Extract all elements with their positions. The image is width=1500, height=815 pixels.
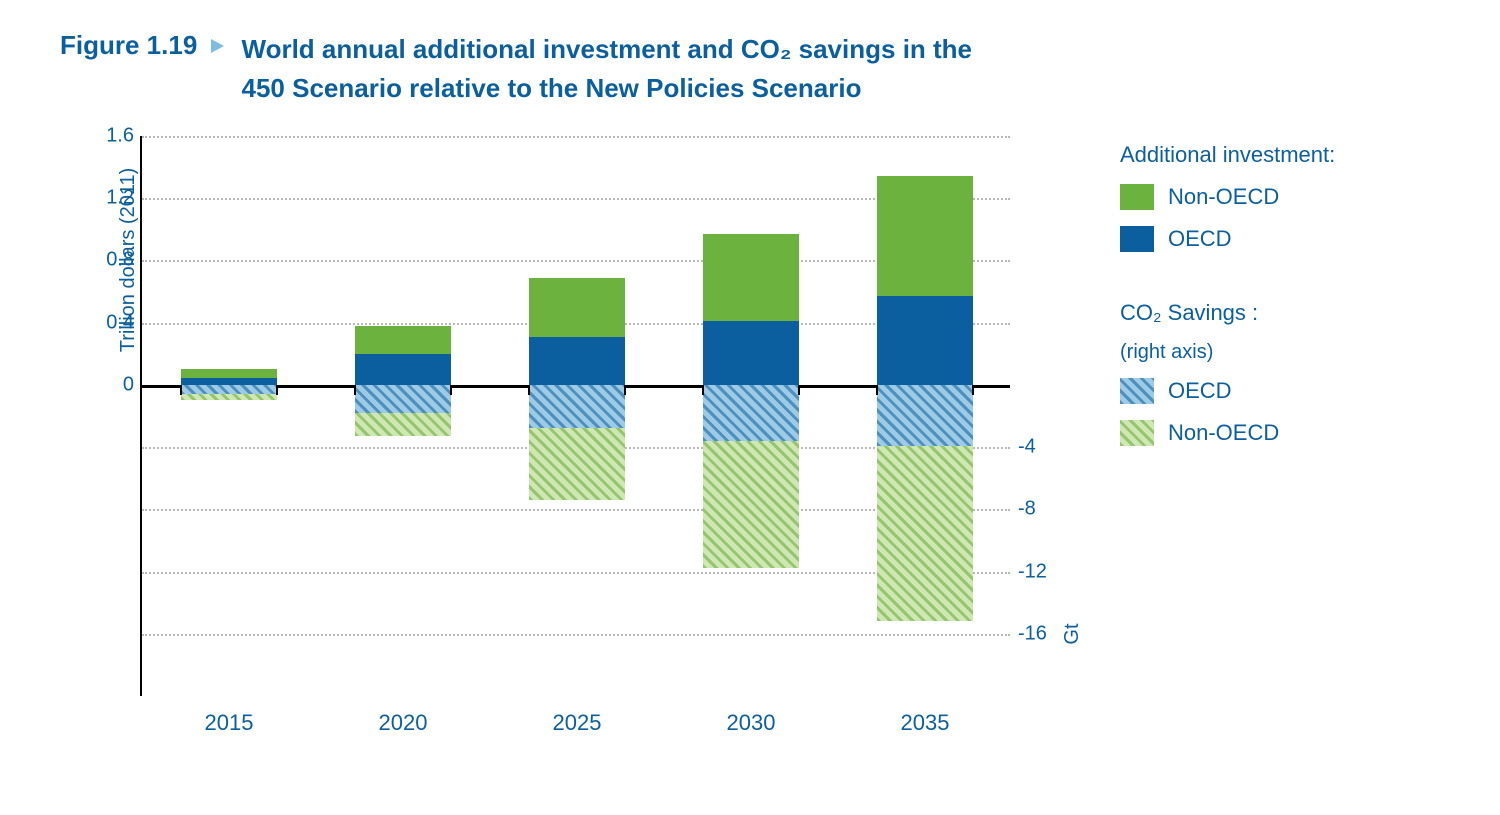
y-axis-right-label: Gt [1061, 623, 1084, 644]
swatch-oecd-hatch-icon [1120, 378, 1154, 404]
y-left-tick-label: 0.4 [106, 311, 134, 334]
bar-oecd-co2 [355, 385, 451, 413]
x-category-label: 2030 [727, 710, 776, 736]
x-tick-mark [876, 385, 878, 395]
x-category-label: 2020 [379, 710, 428, 736]
bar-oecd-co2 [877, 385, 973, 446]
x-tick-mark [276, 385, 278, 395]
bar-non-oecd-investment [355, 326, 451, 354]
bar-oecd-investment [355, 354, 451, 385]
figure-title: World annual additional investment and C… [242, 30, 973, 108]
x-tick-mark [702, 385, 704, 395]
chart: Trillion dollars (2011) 00.40.81.21.6 20… [60, 136, 1440, 696]
bar-non-oecd-co2 [877, 446, 973, 622]
legend-investment-heading: Additional investment: [1120, 140, 1440, 170]
bar-non-oecd-co2 [703, 441, 799, 569]
y-right-tick-label: -4 [1018, 436, 1036, 459]
bar-oecd-co2 [529, 385, 625, 429]
x-tick-mark [450, 385, 452, 395]
x-tick-mark [972, 385, 974, 395]
legend-co2-sub: (right axis) [1120, 341, 1440, 364]
y-axis-left: Trillion dollars (2011) 00.40.81.21.6 [60, 136, 140, 696]
bar-oecd-co2 [181, 385, 277, 394]
bar-oecd-investment [529, 337, 625, 385]
bar-oecd-investment [703, 321, 799, 385]
bar-group [181, 136, 277, 696]
swatch-non-oecd-hatch-icon [1120, 420, 1154, 446]
y-right-tick-label: -8 [1018, 498, 1036, 521]
bar-group [355, 136, 451, 696]
bar-non-oecd-investment [877, 176, 973, 296]
y-left-tick-label: 0 [123, 373, 134, 396]
legend-label: OECD [1168, 378, 1232, 404]
bar-non-oecd-co2 [529, 428, 625, 500]
legend-co2-heading: CO₂ Savings : [1120, 298, 1440, 328]
figure-label-text: Figure 1.19 [60, 30, 197, 60]
x-tick-mark [624, 385, 626, 395]
plot-area: 20152020202520302035 [140, 136, 1010, 696]
x-category-label: 2035 [901, 710, 950, 736]
legend: Additional investment: Non-OECD OECD CO₂… [1090, 136, 1440, 696]
bar-non-oecd-co2 [181, 394, 277, 400]
bar-group [703, 136, 799, 696]
swatch-oecd-solid-icon [1120, 226, 1154, 252]
x-tick-mark [180, 385, 182, 395]
y-right-tick-label: -12 [1018, 560, 1047, 583]
legend-label: OECD [1168, 226, 1232, 252]
legend-label: Non-OECD [1168, 420, 1279, 446]
bar-group [877, 136, 973, 696]
figure-header: Figure 1.19 World annual additional inve… [60, 30, 1440, 108]
legend-item-oecd-investment: OECD [1120, 226, 1440, 252]
bar-non-oecd-investment [529, 278, 625, 337]
y-left-tick-label: 1.2 [106, 187, 134, 210]
x-tick-mark [354, 385, 356, 395]
bar-oecd-investment [181, 378, 277, 385]
bar-oecd-investment [877, 296, 973, 385]
figure-label: Figure 1.19 [60, 30, 230, 61]
y-left-tick-label: 1.6 [106, 125, 134, 148]
swatch-non-oecd-solid-icon [1120, 184, 1154, 210]
bar-oecd-co2 [703, 385, 799, 441]
y-right-tick-label: -16 [1018, 622, 1047, 645]
legend-label: Non-OECD [1168, 184, 1279, 210]
y-axis-right: -4 -8 -12 -16 Gt [1010, 136, 1090, 696]
x-category-label: 2025 [553, 710, 602, 736]
y-left-tick-label: 0.8 [106, 249, 134, 272]
bar-non-oecd-co2 [355, 413, 451, 436]
figure-title-line2: 450 Scenario relative to the New Policie… [242, 73, 862, 103]
x-tick-mark [798, 385, 800, 395]
legend-item-non-oecd-investment: Non-OECD [1120, 184, 1440, 210]
bar-non-oecd-investment [181, 369, 277, 378]
legend-item-non-oecd-co2: Non-OECD [1120, 420, 1440, 446]
legend-item-oecd-co2: OECD [1120, 378, 1440, 404]
x-tick-mark [528, 385, 530, 395]
figure-title-line1: World annual additional investment and C… [242, 34, 973, 64]
triangle-marker-icon [211, 39, 224, 53]
bar-non-oecd-investment [703, 234, 799, 321]
x-category-label: 2015 [205, 710, 254, 736]
bar-group [529, 136, 625, 696]
